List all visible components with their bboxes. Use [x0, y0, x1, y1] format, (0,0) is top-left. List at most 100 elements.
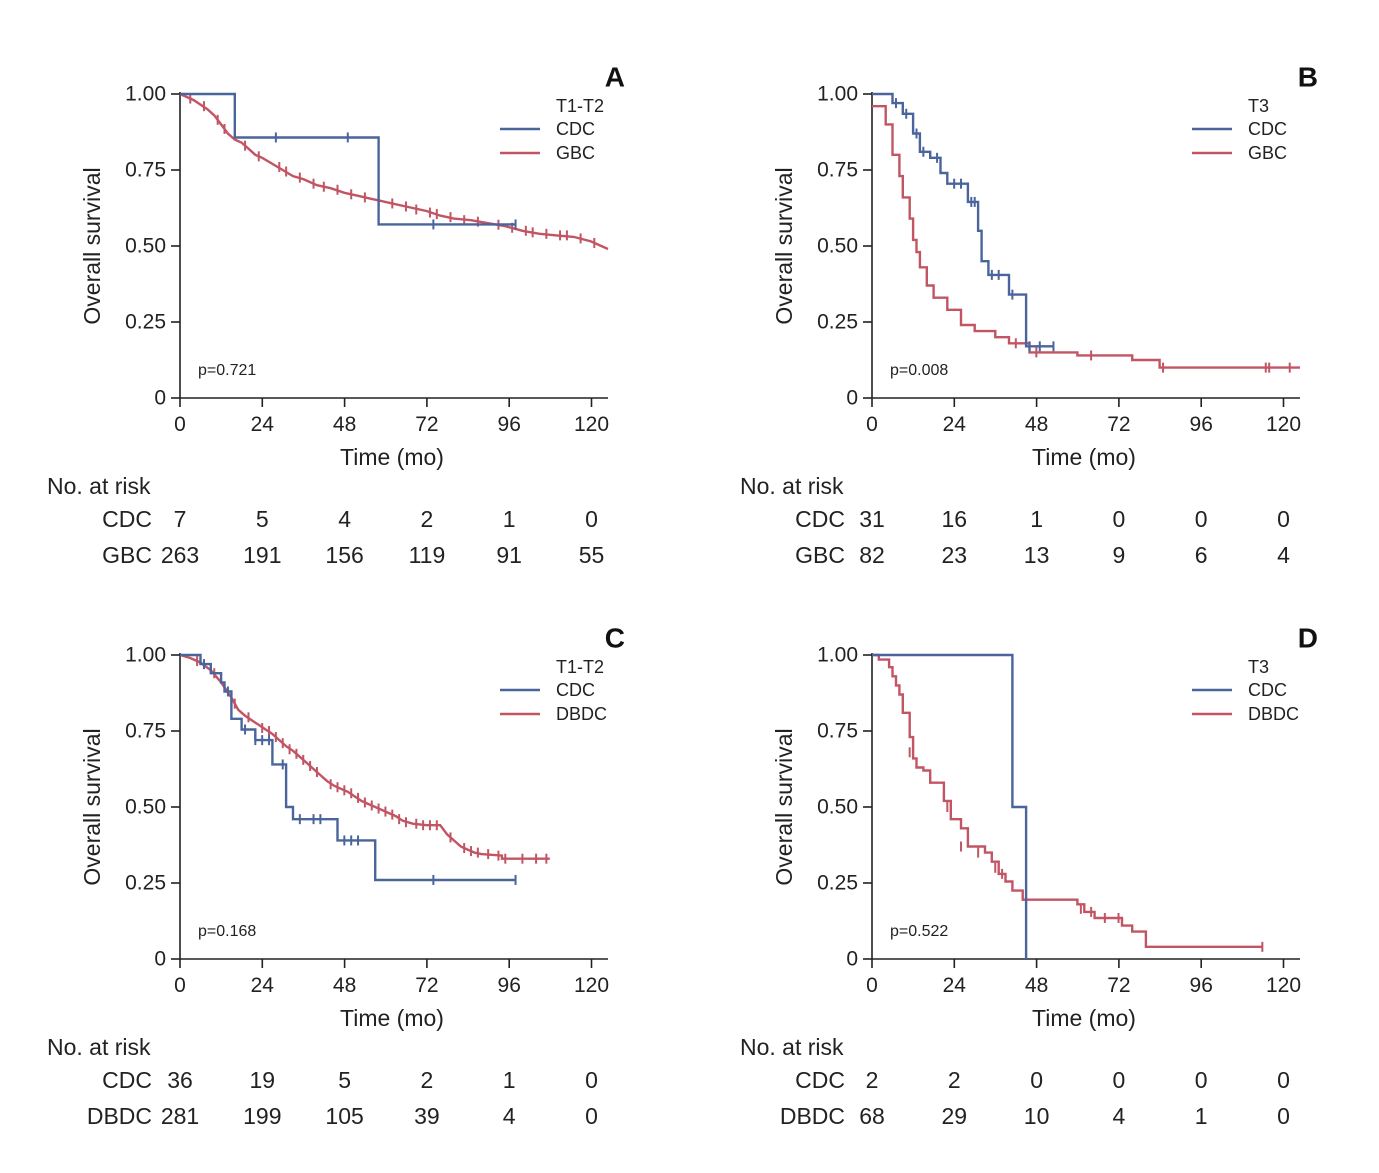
x-tick-label: 0: [866, 413, 878, 436]
panel-label: A: [605, 61, 625, 92]
y-tick-label: 0.50: [125, 796, 166, 819]
risk-row-label-gbc: GBC: [102, 542, 152, 568]
survival-curve-dbdc: [872, 653, 1263, 948]
x-tick-label: 96: [498, 413, 521, 436]
risk-row-label-cdc: CDC: [102, 506, 152, 532]
y-tick-label: 1.00: [817, 644, 858, 667]
risk-count-cdc: 1: [1030, 506, 1043, 532]
risk-row-label-cdc: CDC: [102, 1067, 152, 1093]
legend-title: T3: [1248, 96, 1269, 116]
x-axis-title: Time (mo): [340, 444, 444, 470]
p-value: p=0.522: [890, 923, 948, 940]
risk-count-gbc: 4: [1277, 542, 1290, 568]
risk-count-cdc: 16: [942, 506, 968, 532]
y-tick-label: 1.00: [125, 644, 166, 667]
risk-table-title: No. at risk: [47, 1034, 151, 1060]
risk-count-cdc: 0: [1195, 506, 1208, 532]
risk-count-dbdc: 1: [1195, 1103, 1208, 1129]
risk-count-cdc: 1: [503, 1067, 516, 1093]
risk-count-dbdc: 105: [325, 1103, 363, 1129]
y-tick-label: 0.50: [125, 235, 166, 258]
x-tick-label: 120: [574, 974, 609, 997]
risk-count-cdc: 4: [338, 506, 351, 532]
survival-curve-cdc: [180, 653, 516, 882]
risk-count-cdc: 0: [1277, 506, 1290, 532]
legend-label-gbc: GBC: [1248, 143, 1287, 163]
p-value: p=0.168: [198, 923, 256, 940]
risk-count-gbc: 55: [579, 542, 605, 568]
x-tick-label: 48: [333, 413, 356, 436]
survival-curve-cdc: [872, 653, 1028, 959]
y-axis-title: Overall survival: [79, 728, 105, 885]
y-tick-label: 1.00: [125, 83, 166, 106]
y-tick-label: 0.75: [125, 720, 166, 743]
risk-count-gbc: 9: [1113, 542, 1126, 568]
x-axis-title: Time (mo): [1032, 1005, 1136, 1031]
risk-row-label-dbdc: DBDC: [780, 1103, 845, 1129]
y-tick-label: 0.25: [125, 872, 166, 895]
y-tick-label: 0.25: [125, 311, 166, 334]
y-tick-label: 0: [154, 387, 166, 410]
risk-count-cdc: 0: [1113, 1067, 1126, 1093]
y-tick-label: 0.50: [817, 796, 858, 819]
y-axis-title: Overall survival: [771, 167, 797, 324]
y-tick-label: 0.75: [817, 159, 858, 182]
x-tick-label: 48: [1025, 974, 1048, 997]
risk-count-cdc: 1: [503, 506, 516, 532]
legend-label-cdc: CDC: [1248, 680, 1287, 700]
y-tick-label: 0.75: [125, 159, 166, 182]
x-tick-label: 72: [1107, 974, 1130, 997]
legend-label-cdc: CDC: [556, 680, 595, 700]
panel-label: B: [1298, 61, 1318, 92]
x-tick-label: 0: [866, 974, 878, 997]
y-tick-label: 0.25: [817, 872, 858, 895]
risk-count-cdc: 0: [585, 1067, 598, 1093]
risk-row-label-cdc: CDC: [795, 506, 845, 532]
legend-label-dbdc: DBDC: [1248, 704, 1299, 724]
x-tick-label: 0: [174, 974, 186, 997]
legend-title: T1-T2: [556, 657, 604, 677]
risk-count-dbdc: 39: [414, 1103, 440, 1129]
x-tick-label: 24: [251, 974, 275, 997]
risk-count-dbdc: 4: [1113, 1103, 1126, 1129]
survival-curve-gbc: [179, 92, 609, 251]
legend-title: T3: [1248, 657, 1269, 677]
risk-count-dbdc: 29: [942, 1103, 968, 1129]
risk-count-cdc: 5: [338, 1067, 351, 1093]
y-axis-title: Overall survival: [771, 728, 797, 885]
y-tick-label: 0: [846, 387, 858, 410]
survival-curve-dbdc: [179, 653, 550, 860]
risk-count-dbdc: 0: [585, 1103, 598, 1129]
risk-count-gbc: 13: [1024, 542, 1050, 568]
risk-count-dbdc: 4: [503, 1103, 516, 1129]
risk-count-cdc: 36: [167, 1067, 193, 1093]
x-tick-label: 48: [333, 974, 356, 997]
x-tick-label: 24: [943, 413, 967, 436]
risk-count-dbdc: 0: [1277, 1103, 1290, 1129]
y-tick-label: 0: [154, 948, 166, 971]
x-tick-label: 96: [498, 974, 521, 997]
y-tick-label: 0.25: [817, 311, 858, 334]
risk-count-gbc: 263: [161, 542, 199, 568]
risk-row-label-gbc: GBC: [795, 542, 845, 568]
x-tick-label: 24: [943, 974, 967, 997]
risk-table-title: No. at risk: [740, 1034, 844, 1060]
risk-count-dbdc: 199: [243, 1103, 281, 1129]
legend-label-gbc: GBC: [556, 143, 595, 163]
risk-count-gbc: 91: [496, 542, 522, 568]
y-axis-title: Overall survival: [79, 167, 105, 324]
risk-count-cdc: 7: [174, 506, 187, 532]
risk-count-cdc: 31: [859, 506, 885, 532]
risk-count-gbc: 23: [942, 542, 968, 568]
risk-count-cdc: 2: [421, 506, 434, 532]
risk-count-cdc: 2: [866, 1067, 879, 1093]
x-axis-title: Time (mo): [1032, 444, 1136, 470]
risk-row-label-cdc: CDC: [795, 1067, 845, 1093]
risk-count-cdc: 5: [256, 506, 269, 532]
legend-label-dbdc: DBDC: [556, 704, 607, 724]
